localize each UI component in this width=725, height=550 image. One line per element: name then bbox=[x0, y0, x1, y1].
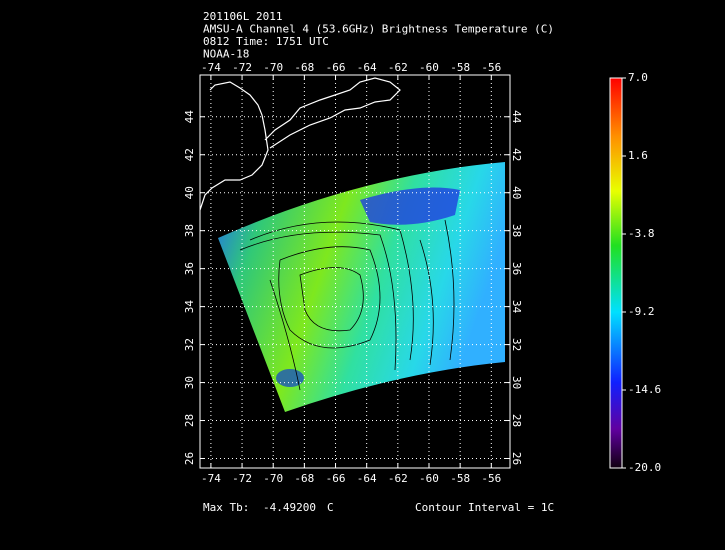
cold-spot bbox=[276, 369, 304, 387]
x-tick-label: -60 bbox=[419, 472, 439, 485]
x-tick-label: -58 bbox=[450, 61, 470, 74]
y-tick-label: 36 bbox=[183, 262, 196, 275]
footer-contour: Contour Interval = 1C bbox=[415, 501, 554, 514]
x-tick-label: -74 bbox=[201, 61, 221, 74]
y-tick-label: 40 bbox=[510, 186, 523, 199]
header-line: 201106L 2011 bbox=[203, 10, 282, 23]
y-tick-label: 30 bbox=[510, 376, 523, 389]
x-tick-label: -68 bbox=[294, 472, 314, 485]
contours bbox=[239, 219, 455, 391]
y-tick-label: 42 bbox=[510, 148, 523, 161]
y-tick-label: 36 bbox=[510, 262, 523, 275]
header-line: AMSU-A Channel 4 (53.6GHz) Brightness Te… bbox=[203, 23, 554, 36]
y-tick-label: 40 bbox=[183, 186, 196, 199]
x-tick-label: -64 bbox=[357, 472, 377, 485]
colorbar-label: 1.6 bbox=[628, 149, 648, 162]
x-tick-label: -56 bbox=[481, 472, 501, 485]
y-tick-label: 44 bbox=[183, 110, 196, 124]
y-tick-label: 28 bbox=[183, 414, 196, 427]
header-line: 0812 Time: 1751 UTC bbox=[203, 35, 329, 48]
y-tick-label: 42 bbox=[183, 148, 196, 161]
y-tick-label: 38 bbox=[183, 224, 196, 237]
x-tick-label: -62 bbox=[388, 472, 408, 485]
y-tick-label: 38 bbox=[510, 224, 523, 237]
cold-region bbox=[360, 187, 460, 225]
x-tick-label: -58 bbox=[450, 472, 470, 485]
y-tick-label: 32 bbox=[510, 338, 523, 351]
x-tick-label: -70 bbox=[263, 472, 283, 485]
y-tick-label: 30 bbox=[183, 376, 196, 389]
y-tick-label: 26 bbox=[183, 452, 196, 465]
colorbar-label: -3.8 bbox=[628, 227, 655, 240]
colorbar-label: -20.0 bbox=[628, 461, 661, 474]
x-tick-label: -60 bbox=[419, 61, 439, 74]
y-tick-label: 34 bbox=[183, 300, 196, 314]
x-tick-label: -64 bbox=[357, 61, 377, 74]
header-line: NOAA-18 bbox=[203, 48, 249, 61]
coastline bbox=[199, 77, 401, 211]
x-tick-label: -66 bbox=[326, 61, 346, 74]
colorbar-label: -9.2 bbox=[628, 305, 655, 318]
y-tick-label: 34 bbox=[510, 300, 523, 314]
x-tick-label: -74 bbox=[201, 472, 221, 485]
y-tick-label: 28 bbox=[510, 414, 523, 427]
y-tick-label: 26 bbox=[510, 452, 523, 465]
footer-max-label: Max Tb: bbox=[203, 501, 249, 514]
map-frame bbox=[199, 74, 511, 469]
swath bbox=[218, 162, 505, 412]
x-tick-label: -72 bbox=[232, 472, 252, 485]
colorbar bbox=[609, 77, 623, 469]
colorbar-label: 7.0 bbox=[628, 71, 648, 84]
x-tick-label: -66 bbox=[326, 472, 346, 485]
x-tick-label: -70 bbox=[263, 61, 283, 74]
y-tick-label: 44 bbox=[510, 110, 523, 124]
x-tick-label: -68 bbox=[294, 61, 314, 74]
brightness-swath bbox=[218, 162, 505, 412]
x-tick-label: -72 bbox=[232, 61, 252, 74]
footer-unit: C bbox=[327, 501, 334, 514]
x-tick-label: -62 bbox=[388, 61, 408, 74]
x-tick-label: -56 bbox=[481, 61, 501, 74]
y-tick-label: 32 bbox=[183, 338, 196, 351]
colorbar-label: -14.6 bbox=[628, 383, 661, 396]
footer-max-value: -4.49200 bbox=[263, 501, 316, 514]
